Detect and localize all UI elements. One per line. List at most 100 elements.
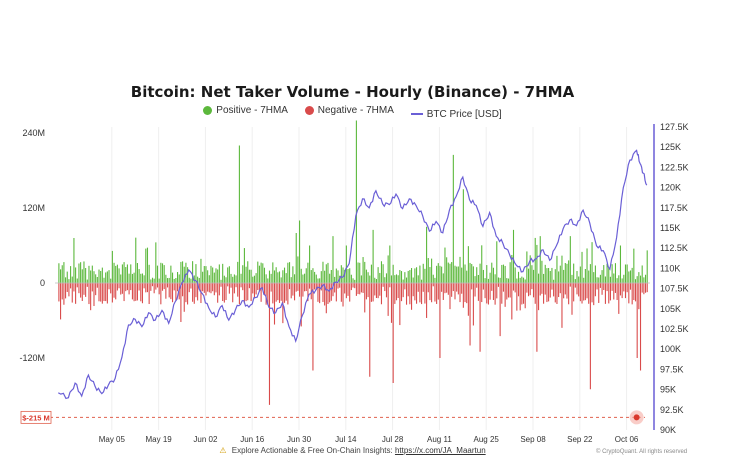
positive-bar <box>594 265 596 283</box>
positive-bar <box>75 267 77 283</box>
positive-bar <box>195 264 197 283</box>
negative-bar <box>131 283 133 300</box>
positive-bar <box>283 267 286 283</box>
positive-bar <box>131 273 133 283</box>
footer-link[interactable]: https://x.com/JA_Maartun <box>394 446 486 455</box>
negative-bar <box>404 283 406 290</box>
negative-bar <box>389 283 391 288</box>
negative-bar <box>115 283 117 300</box>
positive-bar <box>182 261 184 283</box>
positive-bar <box>534 237 536 283</box>
positive-bar <box>280 277 282 283</box>
positive-bar <box>61 265 63 283</box>
legend-item-price[interactable]: BTC Price [USD] <box>410 109 502 120</box>
positive-bar <box>444 247 446 283</box>
negative-bar <box>509 283 511 298</box>
positive-bar <box>140 273 142 283</box>
positive-bar <box>120 274 122 283</box>
positive-bar <box>349 268 351 283</box>
negative-bar <box>150 283 152 291</box>
negative-bar <box>529 283 531 296</box>
right-tick-label: 105K <box>660 304 681 314</box>
negative-bar <box>155 283 157 290</box>
negative-bar <box>290 283 292 299</box>
negative-bar <box>217 283 219 303</box>
positive-bar <box>145 248 147 283</box>
negative-bar <box>183 283 185 312</box>
negative-bar <box>462 283 464 308</box>
negative-bar <box>584 283 586 301</box>
positive-bar <box>432 274 434 283</box>
negative-bar <box>494 283 496 305</box>
positive-bar <box>554 269 556 283</box>
negative-bar <box>461 283 463 294</box>
positive-bar <box>553 279 555 283</box>
positive-bar <box>375 279 377 283</box>
positive-bar <box>502 264 505 283</box>
negative-bar <box>347 283 349 296</box>
negative-bar <box>324 283 326 306</box>
positive-bar <box>188 277 190 283</box>
positive-bar <box>574 279 576 283</box>
positive-bar <box>118 268 120 283</box>
x-tick-label: May 19 <box>146 435 173 444</box>
negative-bar <box>421 283 423 305</box>
positive-bar <box>253 275 255 283</box>
negative-bar <box>357 283 359 295</box>
negative-bar <box>561 283 563 328</box>
negative-bar <box>350 283 352 291</box>
positive-bar <box>405 277 408 283</box>
negative-bar <box>253 283 255 299</box>
x-axis: May 05 May 19 Jun 02 Jun 16 Jun 30 Jul 14 Jul … <box>99 435 639 444</box>
positive-bar <box>598 277 600 283</box>
positive-bar <box>578 276 580 283</box>
positive-bar <box>633 248 635 283</box>
negative-bar <box>228 283 230 294</box>
negative-bar <box>451 283 453 297</box>
negative-bar <box>243 283 245 304</box>
positive-bar <box>198 277 200 283</box>
positive-bar <box>136 263 138 283</box>
positive-bar <box>389 245 391 283</box>
negative-bar <box>634 283 637 302</box>
negative-bar <box>81 283 83 301</box>
positive-bar <box>474 276 476 283</box>
negative-bar <box>294 283 296 301</box>
positive-bar <box>215 268 217 283</box>
negative-bar <box>436 283 438 304</box>
positive-bar <box>148 264 150 283</box>
positive-bar <box>143 275 145 283</box>
negative-bar <box>446 283 448 293</box>
positive-bar <box>213 272 215 283</box>
positive-bar <box>203 266 205 283</box>
negative-bar <box>215 283 217 293</box>
negative-bar <box>504 283 506 307</box>
positive-bar <box>464 264 466 283</box>
positive-bar <box>133 272 135 283</box>
negative-bar <box>192 283 194 302</box>
negative-bar <box>83 283 85 295</box>
positive-bar <box>125 267 127 283</box>
negative-bar <box>98 283 100 302</box>
negative-bar <box>158 283 160 295</box>
negative-bar <box>375 283 377 298</box>
positive-bar <box>128 273 130 283</box>
negative-bar <box>227 283 229 287</box>
positive-bar <box>294 274 296 283</box>
positive-bar <box>96 276 98 283</box>
positive-bar <box>300 268 302 283</box>
negative-bar <box>481 283 483 303</box>
positive-bar <box>539 236 541 283</box>
legend-item-negative[interactable]: Negative - 7HMA <box>304 105 394 116</box>
positive-bar <box>168 277 170 283</box>
legend-item-positive[interactable]: Positive - 7HMA <box>203 105 288 116</box>
positive-bar <box>163 265 165 283</box>
min-label-box <box>20 410 52 424</box>
negative-bar <box>344 283 346 294</box>
negative-bar <box>646 283 648 293</box>
negative-bar <box>207 283 209 292</box>
negative-bar <box>345 283 347 299</box>
positive-bar <box>573 263 575 283</box>
positive-bar <box>631 267 633 283</box>
positive-bar <box>275 267 277 283</box>
